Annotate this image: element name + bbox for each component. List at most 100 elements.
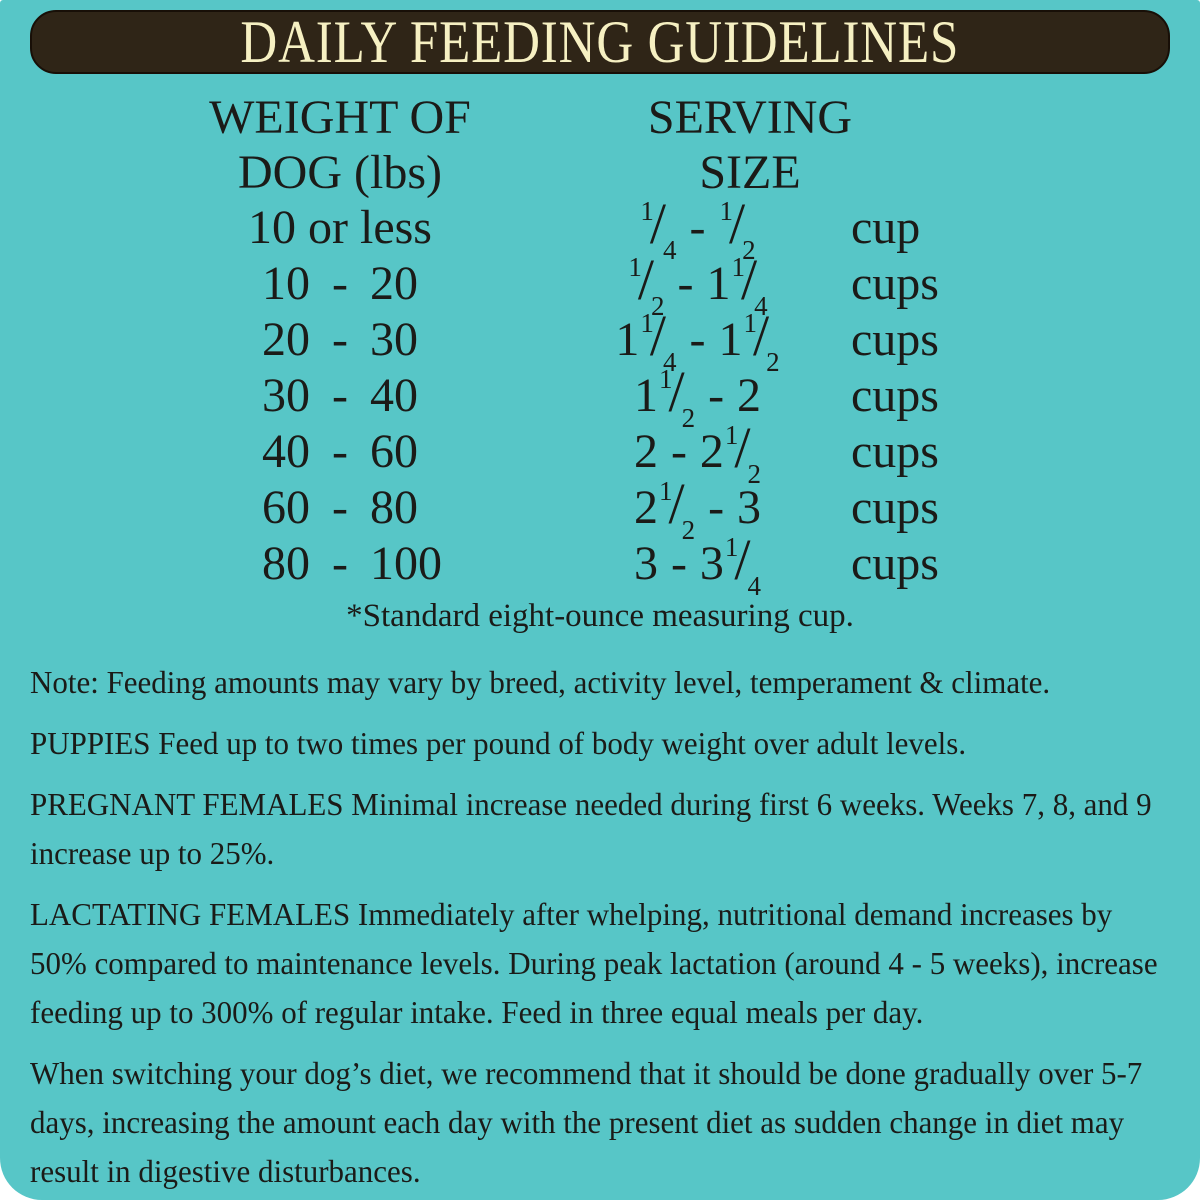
- serving-whole-number: 1: [615, 313, 640, 366]
- serving-range-dash: -: [708, 481, 725, 534]
- weight-cell: 10-20: [140, 256, 540, 312]
- serving-min: 2: [634, 424, 658, 480]
- serving-range: 3-3 1/4: [560, 531, 835, 600]
- serving-range: 2-2 1/2: [560, 419, 835, 488]
- serving-unit: cups: [851, 257, 939, 310]
- serving-cell: 1 1/2-2 cups: [540, 359, 960, 433]
- column-header-serving-line1: SERVING: [647, 91, 853, 144]
- serving-range-dash: -: [670, 537, 687, 590]
- serving-range-dash: -: [689, 201, 706, 254]
- serving-range: 2 1/2-3: [560, 471, 835, 545]
- serving-unit: cups: [851, 369, 939, 422]
- serving-max: 1 1/2: [718, 303, 780, 377]
- weight-range-dash: -: [332, 313, 348, 366]
- weight-min: 30: [262, 369, 310, 422]
- serving-whole-number: 3: [737, 481, 762, 534]
- column-header-weight-line1: WEIGHT OF: [209, 91, 471, 144]
- serving-fraction: 1/2: [743, 303, 780, 377]
- serving-range: 1/2-1 1/4: [560, 247, 835, 321]
- weight-max: 100: [370, 537, 442, 590]
- weight-range-dash: -: [332, 369, 348, 422]
- serving-cell: 3-3 1/4 cups: [540, 531, 960, 600]
- weight-range-dash: -: [332, 257, 348, 310]
- weight-range-text: 10 or less: [248, 201, 432, 254]
- note-paragraph: Note: Feeding amounts may vary by breed,…: [30, 664, 1051, 700]
- note-paragraph: PUPPIES Feed up to two times per pound o…: [30, 725, 967, 761]
- serving-whole-number: 2: [633, 481, 658, 534]
- serving-max: 2 1/2: [700, 419, 761, 488]
- serving-range: 1 1/2-2: [560, 359, 835, 433]
- note-paragraph: PREGNANT FEMALES Minimal increase needed…: [30, 786, 1152, 871]
- table-body: 10 or less 1/4-1/2 cup 10-20 1/2-1 1/4 cups 20-…: [140, 191, 960, 600]
- serving-fraction: 1/4: [640, 303, 677, 377]
- serving-max: 1/2: [718, 191, 756, 265]
- serving-max: 3: [737, 480, 761, 536]
- column-header-serving-line2: SIZE: [699, 146, 801, 199]
- serving-unit: cups: [851, 425, 939, 478]
- table-row: 40-60 2-2 1/2 cups: [140, 419, 960, 488]
- weight-min: 60: [262, 481, 310, 534]
- serving-unit: cups: [851, 481, 939, 534]
- table-row: 20-30 1 1/4-1 1/2 cups: [140, 303, 960, 377]
- serving-range-dash: -: [670, 425, 687, 478]
- serving-unit: cups: [851, 313, 939, 366]
- page-title: DAILY FEEDING GUIDELINES: [240, 9, 960, 75]
- serving-whole-number: 3: [633, 537, 658, 590]
- serving-cell: 1 1/4-1 1/2 cups: [540, 303, 960, 377]
- serving-max: 3 1/4: [699, 531, 761, 600]
- weight-max: 80: [370, 481, 418, 534]
- weight-min: 20: [262, 313, 310, 366]
- serving-range-dash: -: [677, 257, 694, 310]
- weight-range-dash: -: [332, 481, 348, 534]
- serving-min: 1/4: [639, 195, 676, 264]
- serving-fraction: 1/4: [731, 247, 768, 321]
- serving-cell: 2 1/2-3 cups: [540, 471, 960, 545]
- table-row: 80-100 3-3 1/4 cups: [140, 531, 960, 600]
- serving-min: 1 1/4: [615, 303, 677, 377]
- serving-fraction: 1/2: [658, 359, 696, 433]
- serving-whole-number: 1: [718, 313, 743, 366]
- serving-unit: cup: [851, 201, 921, 254]
- table-row: 30-40 1 1/2-2 cups: [140, 359, 960, 433]
- weight-cell: 80-100: [140, 536, 540, 592]
- serving-min: 2 1/2: [633, 471, 696, 545]
- weight-cell: 40-60: [140, 424, 540, 480]
- weight-max: 60: [370, 425, 418, 478]
- serving-fraction: 1/2: [719, 191, 756, 265]
- serving-max: 1 1/4: [706, 247, 768, 321]
- serving-min: 3: [634, 536, 658, 592]
- title-bar: DAILY FEEDING GUIDELINES: [30, 10, 1170, 74]
- weight-min: 40: [262, 425, 310, 478]
- serving-fraction: 1/2: [658, 471, 696, 545]
- footnote: *Standard eight-ounce measuring cup.: [346, 598, 854, 634]
- serving-whole-number: 1: [706, 257, 731, 310]
- weight-max: 40: [370, 369, 418, 422]
- serving-cell: 2-2 1/2 cups: [540, 419, 960, 488]
- notes-section: Note: Feeding amounts may vary by breed,…: [30, 658, 1170, 1196]
- table-row: 60-80 2 1/2-3 cups: [140, 471, 960, 545]
- serving-range: 1/4-1/2: [560, 191, 835, 265]
- weight-max: 20: [370, 257, 418, 310]
- serving-max: 2: [737, 368, 761, 424]
- weight-min: 80: [262, 537, 310, 590]
- serving-range: 1 1/4-1 1/2: [560, 303, 835, 377]
- serving-min: 1/2: [627, 251, 664, 320]
- serving-whole-number: 2: [737, 369, 762, 422]
- serving-range-dash: -: [708, 369, 725, 422]
- note-paragraph: LACTATING FEMALES Immediately after whel…: [30, 896, 1158, 1030]
- serving-range-dash: -: [689, 313, 706, 366]
- column-header-weight-line2: DOG (lbs): [238, 146, 442, 199]
- weight-cell: 10 or less: [140, 200, 540, 256]
- serving-whole-number: 3: [699, 537, 724, 590]
- weight-max: 30: [370, 313, 418, 366]
- weight-range-dash: -: [332, 537, 348, 590]
- table-header-row: WEIGHT OF DOG (lbs) SERVING SIZE: [140, 90, 960, 200]
- column-header-weight: WEIGHT OF DOG (lbs): [140, 90, 540, 200]
- table-row: 10-20 1/2-1 1/4 cups: [140, 247, 960, 321]
- weight-cell: 60-80: [140, 480, 540, 536]
- column-header-serving: SERVING SIZE: [540, 90, 960, 200]
- serving-cell: 1/2-1 1/4 cups: [540, 247, 960, 321]
- weight-cell: 20-30: [140, 312, 540, 368]
- weight-min: 10: [262, 257, 310, 310]
- serving-whole-number: 1: [633, 369, 658, 422]
